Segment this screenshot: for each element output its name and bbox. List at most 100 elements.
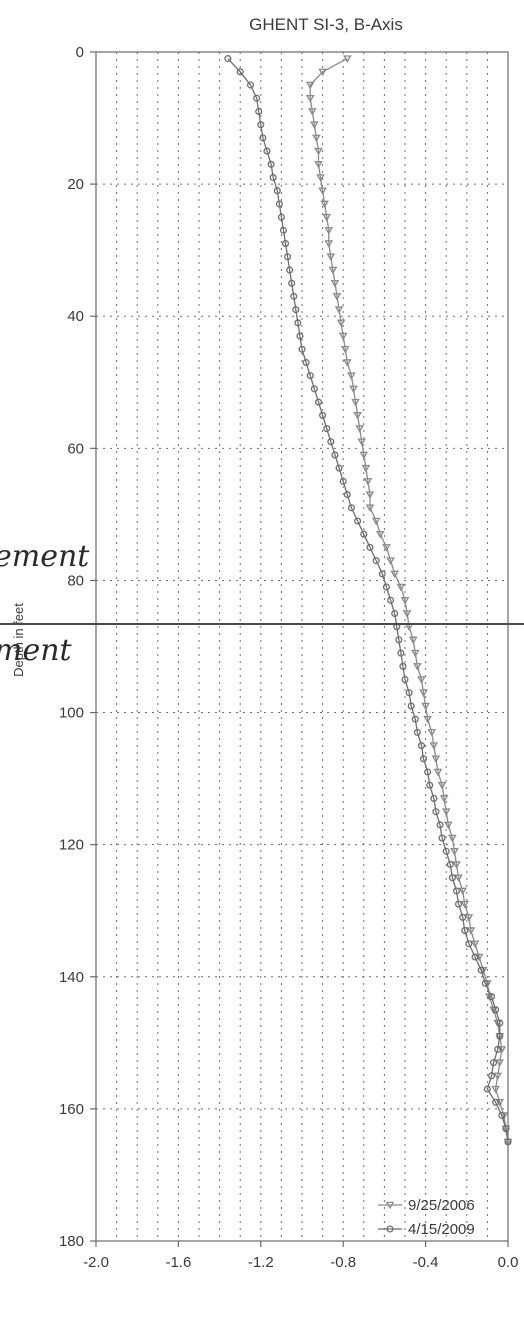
- data-point: [224, 55, 232, 63]
- y-tick-label: 180: [59, 1233, 84, 1250]
- data-point: [386, 1225, 394, 1233]
- data-point: [496, 1019, 504, 1027]
- series: [224, 55, 513, 1147]
- data-point: [314, 147, 323, 156]
- data-point: [310, 385, 318, 393]
- data-point: [429, 742, 439, 750]
- data-point: [357, 438, 367, 447]
- tick-labels: 0 20 40 60 80 100 120 140 160 180 -2.0 -1.6 -1.2 -0.8…: [59, 44, 518, 1271]
- data-point: [399, 662, 407, 670]
- data-point: [307, 108, 317, 116]
- data-point: [322, 213, 332, 222]
- y-tick-label: 60: [67, 440, 84, 457]
- data-point: [504, 1138, 512, 1146]
- data-point: [443, 821, 453, 830]
- data-point: [465, 940, 473, 948]
- y-tick-label: 160: [59, 1101, 84, 1118]
- y-tick-label: 120: [59, 837, 84, 854]
- data-point: [257, 121, 265, 129]
- data-point: [417, 676, 426, 684]
- data-point: [390, 570, 400, 579]
- data-point: [343, 491, 351, 499]
- x-tick-label: -1.6: [165, 1254, 191, 1271]
- legend-item: 4/15/2009: [378, 1221, 475, 1238]
- x-tick-label: 0.0: [498, 1254, 519, 1271]
- data-point: [324, 227, 334, 235]
- data-point: [296, 332, 304, 340]
- data-point: [431, 755, 441, 764]
- data-point: [314, 161, 323, 169]
- data-point: [298, 345, 306, 353]
- data-point: [436, 821, 444, 829]
- x-tick-label: -0.8: [330, 1254, 356, 1271]
- y-tick-label: 0: [76, 44, 84, 61]
- grid: [96, 52, 508, 1241]
- data-point: [487, 993, 496, 1001]
- data-point: [387, 596, 395, 604]
- data-point: [319, 411, 327, 419]
- y-tick-label: 140: [59, 969, 84, 986]
- data-point: [349, 385, 358, 394]
- data-point: [397, 649, 405, 657]
- data-point: [413, 663, 422, 671]
- data-point: [477, 966, 485, 974]
- y-tick-label: 20: [67, 176, 84, 193]
- data-point: [427, 729, 437, 737]
- data-point: [342, 359, 352, 367]
- data-point: [407, 702, 415, 710]
- data-point: [419, 755, 428, 763]
- data-point: [405, 689, 413, 697]
- data-point: [461, 926, 469, 935]
- data-point: [410, 649, 420, 658]
- data-point: [448, 874, 456, 882]
- data-point: [466, 927, 476, 935]
- data-point: [259, 134, 267, 142]
- data-point: [490, 1059, 498, 1067]
- data-point: [347, 504, 355, 512]
- data-point: [498, 1111, 506, 1120]
- data-point: [361, 464, 371, 473]
- data-point: [305, 94, 315, 103]
- data-point: [255, 107, 263, 115]
- data-point: [328, 266, 338, 275]
- plot-frame: [95, 51, 509, 1242]
- data-point: [323, 424, 331, 433]
- handwritten-annotation-upper: ement: [0, 539, 90, 574]
- axes: [90, 51, 509, 1247]
- data-point: [286, 266, 294, 274]
- x-tick-label: -1.2: [248, 1254, 274, 1271]
- data-point: [439, 795, 449, 803]
- data-point: [331, 451, 339, 459]
- data-point: [363, 478, 373, 486]
- data-point: [316, 174, 325, 182]
- data-point: [353, 412, 362, 420]
- data-point: [347, 372, 356, 380]
- handwritten-annotation-lower: ment: [0, 633, 73, 668]
- data-point: [426, 781, 434, 789]
- data-point: [312, 134, 321, 143]
- series-2: [224, 55, 512, 1146]
- data-point: [314, 398, 323, 406]
- data-point: [318, 187, 327, 196]
- data-point: [366, 543, 374, 551]
- data-point: [395, 636, 403, 644]
- data-point: [424, 768, 432, 776]
- data-point: [302, 358, 310, 367]
- data-point: [458, 887, 468, 896]
- data-point: [269, 173, 277, 182]
- data-point: [288, 279, 296, 287]
- data-point: [360, 530, 368, 538]
- data-point: [432, 808, 440, 816]
- data-point: [460, 900, 470, 909]
- data-point: [305, 81, 315, 90]
- data-point: [455, 900, 463, 908]
- data-point: [400, 597, 410, 605]
- data-point: [351, 398, 360, 407]
- data-point: [355, 425, 365, 433]
- y-tick-label: 100: [59, 705, 84, 722]
- data-point: [386, 557, 395, 565]
- legend-label: 4/15/2009: [408, 1221, 475, 1238]
- data-point: [281, 240, 290, 248]
- data-point: [391, 609, 399, 618]
